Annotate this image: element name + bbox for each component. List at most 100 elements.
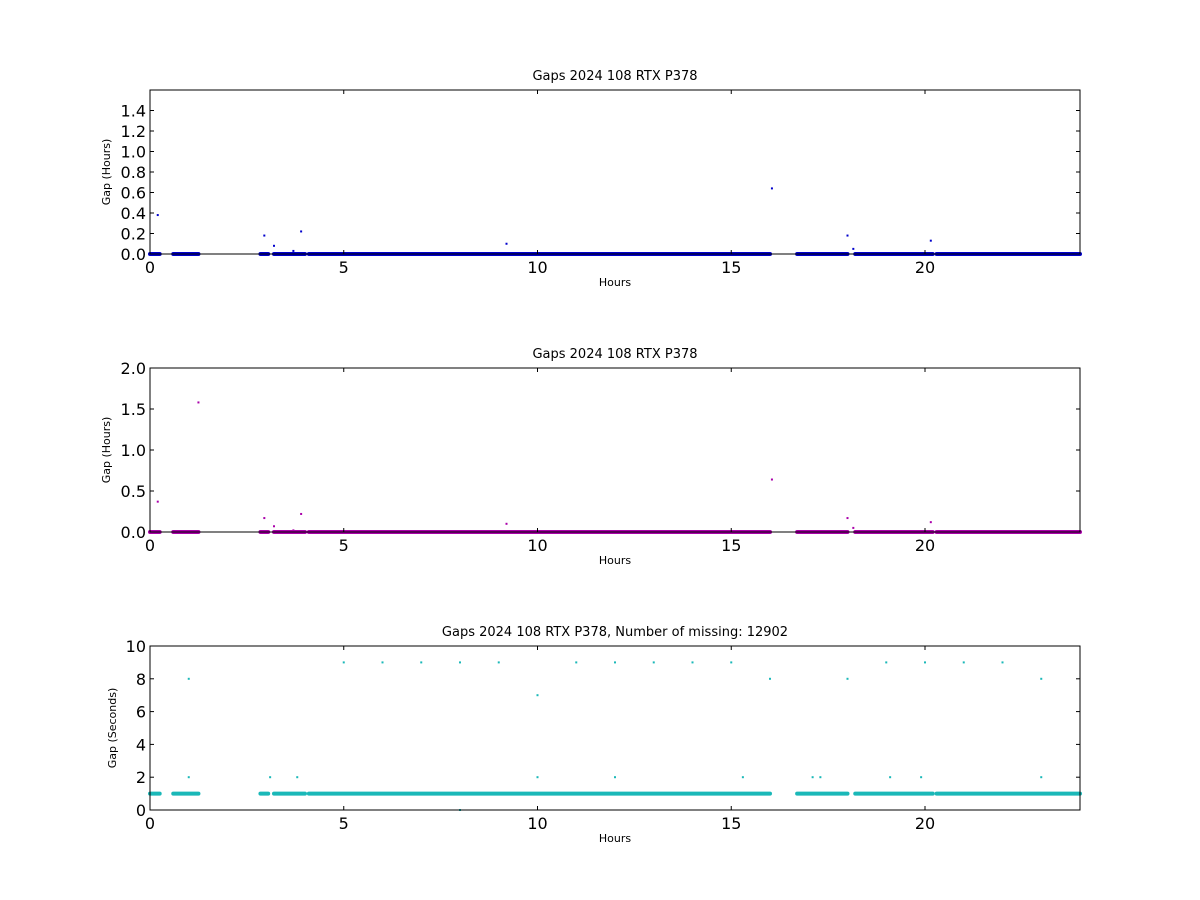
chart-panel-2: Gaps 2024 108 RTX P378 0 5 10 15 20 0.0 0.5 1.0 1…	[100, 347, 1082, 567]
data-point	[769, 677, 771, 680]
plot-frame	[149, 645, 1081, 811]
data-point	[920, 776, 923, 779]
y-tick-label: 0	[136, 801, 146, 820]
y-tick-label: 0.4	[121, 204, 146, 223]
data-point	[342, 661, 345, 664]
y-tick-label: 6	[136, 703, 146, 722]
data-point	[269, 776, 272, 779]
x-tick-label: 5	[339, 536, 349, 555]
chart-title: Gaps 2024 108 RTX P378	[532, 69, 697, 84]
x-tick-label: 0	[145, 258, 155, 277]
y-tick-label: 0.2	[121, 225, 146, 244]
data-point	[962, 661, 965, 664]
x-tick-label: 20	[915, 814, 935, 833]
data-point	[846, 517, 849, 520]
data-point	[156, 500, 159, 503]
data-point	[846, 234, 849, 237]
data-point	[187, 677, 190, 680]
data-point	[1040, 677, 1043, 680]
y-tick-label: 1.4	[121, 102, 146, 121]
x-tick-label: 10	[527, 258, 547, 277]
data-point	[1040, 776, 1043, 779]
y-tick-label: 0.6	[121, 184, 146, 203]
y-tick-label: 1.0	[121, 143, 146, 162]
y-tick-label: 0.0	[121, 523, 146, 542]
x-tick-label: 20	[915, 536, 935, 555]
x-tick-label: 15	[721, 814, 741, 833]
data-point	[300, 230, 303, 233]
data-point	[652, 661, 655, 664]
data-point	[730, 661, 733, 664]
x-axis-label: Hours	[599, 276, 631, 289]
y-tick-label: 1.5	[121, 400, 146, 419]
y-tick-label: 0.0	[121, 245, 146, 264]
data-point	[292, 249, 295, 252]
data-point	[575, 661, 578, 664]
data-point	[273, 244, 275, 247]
y-tick-label: 1.2	[121, 122, 146, 141]
data-point	[505, 522, 508, 525]
chart-title: Gaps 2024 108 RTX P378, Number of missin…	[442, 625, 788, 640]
data-point	[263, 517, 266, 520]
y-axis-label: Gap (Seconds)	[106, 688, 119, 769]
data-point	[929, 239, 932, 242]
x-tick-label: 0	[145, 814, 155, 833]
data-point	[505, 242, 508, 245]
y-tick-label: 0.5	[121, 482, 146, 501]
data-point	[770, 187, 773, 190]
x-tick-label: 10	[527, 536, 547, 555]
data-point	[273, 525, 275, 528]
data-point	[156, 214, 159, 217]
y-tick-label: 4	[136, 735, 146, 754]
y-tick-label: 0.8	[121, 163, 146, 182]
x-tick-label: 15	[721, 258, 741, 277]
data-point	[770, 478, 773, 481]
y-tick-label: 8	[136, 670, 146, 689]
plot-frame	[149, 367, 1081, 533]
data-point	[819, 776, 822, 779]
data-point	[263, 234, 266, 237]
y-tick-label: 10	[126, 637, 146, 656]
y-tick-label: 1.0	[121, 441, 146, 460]
x-tick-label: 10	[527, 814, 547, 833]
y-axis-label: Gap (Hours)	[100, 139, 113, 206]
chart-title: Gaps 2024 108 RTX P378	[532, 347, 697, 362]
data-point	[929, 521, 932, 524]
y-axis-label: Gap (Hours)	[100, 417, 113, 484]
data-point	[296, 776, 299, 779]
data-point	[300, 512, 303, 515]
x-tick-label: 20	[915, 258, 935, 277]
data-point	[691, 661, 694, 664]
data-point	[924, 661, 926, 664]
x-tick-label: 0	[145, 536, 155, 555]
x-tick-label: 5	[339, 814, 349, 833]
y-tick-label: 2	[136, 768, 146, 787]
data-point	[614, 661, 616, 664]
x-tick-label: 15	[721, 536, 741, 555]
data-point	[811, 776, 814, 779]
data-point	[292, 529, 295, 532]
data-point	[741, 776, 744, 779]
x-axis-label: Hours	[599, 554, 631, 567]
data-point	[885, 661, 888, 664]
data-point	[420, 661, 423, 664]
data-point	[1001, 661, 1004, 664]
data-point	[614, 776, 616, 779]
data-point	[852, 526, 855, 529]
data-point	[197, 401, 200, 404]
data-point	[381, 661, 384, 664]
plot-frame	[149, 89, 1081, 255]
data-point	[536, 694, 539, 697]
data-point	[459, 661, 461, 664]
x-tick-label: 5	[339, 258, 349, 277]
data-point	[497, 661, 500, 664]
data-point	[536, 776, 539, 779]
chart-panel-3: Gaps 2024 108 RTX P378, Number of missin…	[106, 625, 1082, 845]
y-tick-label: 2.0	[121, 359, 146, 378]
data-point	[852, 247, 855, 250]
data-point	[187, 776, 190, 779]
data-point	[889, 776, 892, 779]
data-point	[846, 677, 849, 680]
